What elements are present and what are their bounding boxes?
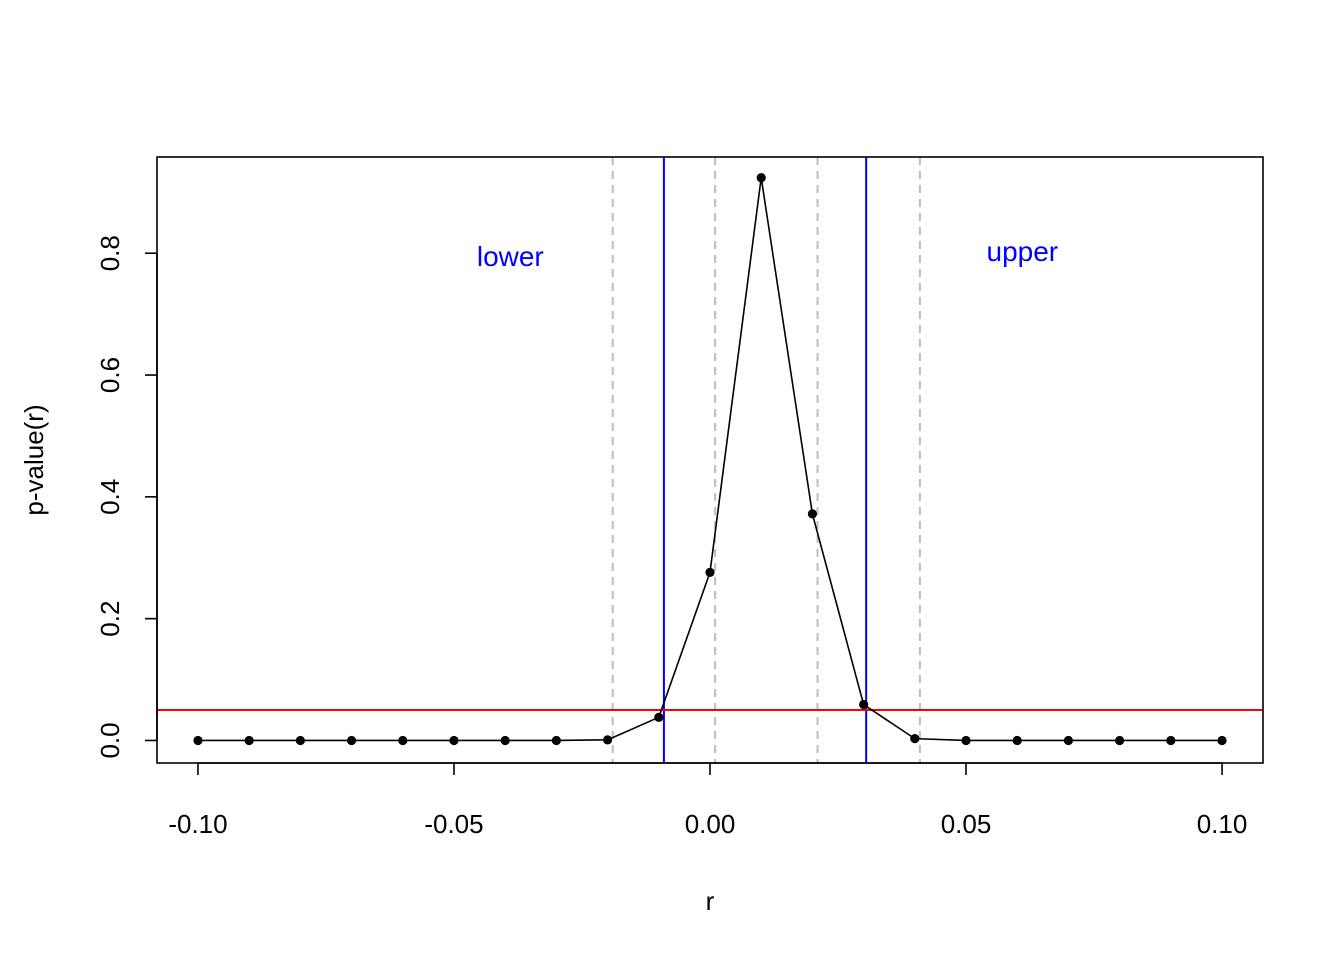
data-points <box>193 173 1227 746</box>
x-axis: -0.10 -0.05 0.00 0.05 0.10 <box>168 762 1248 839</box>
annotations: lower upper <box>477 236 1058 272</box>
data-point-1 <box>244 735 254 746</box>
x-tick-label-2: 0.00 <box>685 809 736 839</box>
x-axis-label: r <box>706 886 715 916</box>
y-tick-label-0: 0.0 <box>95 722 125 758</box>
data-point-4 <box>398 735 408 746</box>
data-point-3 <box>346 735 357 746</box>
x-tick-label-0: -0.10 <box>168 809 227 839</box>
data-point-19 <box>1166 735 1176 746</box>
data-point-18 <box>1115 735 1125 746</box>
data-point-2 <box>295 735 305 746</box>
data-point-14 <box>910 734 920 744</box>
y-axis-label: p-value(r) <box>19 404 49 515</box>
data-point-6 <box>500 735 510 746</box>
data-point-0 <box>193 735 203 746</box>
annotation-upper: upper <box>987 236 1059 267</box>
data-point-10 <box>705 567 715 577</box>
y-tick-label-4: 0.8 <box>95 235 125 271</box>
data-point-13 <box>859 699 869 710</box>
data-point-12 <box>807 509 818 519</box>
data-point-15 <box>961 735 971 746</box>
y-tick-label-3: 0.6 <box>95 357 125 393</box>
data-point-9 <box>654 712 664 722</box>
dashed-reference-lines <box>611 157 921 763</box>
data-point-17 <box>1063 735 1074 746</box>
x-tick-label-4: 0.10 <box>1197 809 1248 839</box>
y-tick-label-2: 0.4 <box>95 479 125 515</box>
y-tick-label-1: 0.2 <box>95 601 125 637</box>
annotation-lower: lower <box>477 241 544 272</box>
data-point-5 <box>449 735 459 746</box>
data-point-11 <box>756 173 766 183</box>
confidence-bound-lines <box>662 157 868 763</box>
data-point-8 <box>602 735 613 745</box>
y-axis: 0.0 0.2 0.4 0.6 0.8 <box>95 235 158 759</box>
x-tick-label-3: 0.05 <box>941 809 992 839</box>
data-point-20 <box>1217 735 1227 746</box>
data-point-7 <box>551 735 561 746</box>
data-point-16 <box>1012 735 1022 746</box>
x-tick-label-1: -0.05 <box>424 809 483 839</box>
